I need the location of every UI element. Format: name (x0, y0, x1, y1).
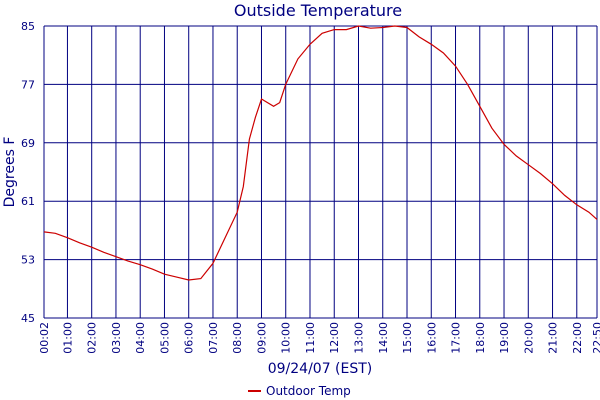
y-tick-label: 61 (21, 195, 35, 208)
x-tick-label: 19:00 (498, 322, 511, 354)
y-axis-ticks: 45 53 61 69 77 85 (21, 20, 35, 325)
y-tick-label: 53 (21, 254, 35, 267)
x-tick-label: 05:00 (158, 322, 171, 354)
x-tick-label: 12:00 (328, 322, 341, 354)
x-tick-label: 06:00 (183, 322, 196, 354)
x-axis-label: 09/24/07 (EST) (268, 361, 373, 377)
x-tick-label: 11:00 (304, 322, 317, 354)
series-line-outdoor-temp (43, 25, 598, 281)
x-tick-label: 22:50 (591, 322, 600, 354)
x-tick-label: 09:00 (255, 322, 268, 354)
y-tick-label: 45 (21, 312, 35, 325)
x-tick-label: 21:00 (547, 322, 560, 354)
y-tick-label: 77 (21, 78, 35, 91)
x-tick-label: 22:00 (571, 322, 584, 354)
x-tick-label: 03:00 (110, 322, 123, 354)
x-tick-label: 08:00 (231, 322, 244, 354)
x-tick-label: 00:02 (38, 322, 51, 354)
x-tick-label: 07:00 (207, 322, 220, 354)
x-tick-label: 02:00 (86, 322, 99, 354)
x-tick-label: 01:00 (61, 322, 74, 354)
x-tick-label: 15:00 (401, 322, 414, 354)
x-tick-label: 10:00 (280, 322, 293, 354)
x-tick-label: 16:00 (425, 322, 438, 354)
legend: Outdoor Temp (248, 384, 351, 398)
x-tick-label: 17:00 (450, 322, 463, 354)
x-axis-ticks: 00:02 01:00 02:00 03:00 04:00 05:00 06:00 07:00… (38, 322, 600, 354)
x-tick-label: 14:00 (377, 322, 390, 354)
y-tick-label: 85 (21, 20, 35, 33)
y-axis-label: Degrees F (2, 137, 18, 208)
y-tick-label: 69 (21, 137, 35, 150)
x-tick-label: 20:00 (522, 322, 535, 354)
x-tick-label: 04:00 (134, 322, 147, 354)
chart-title: Outside Temperature (234, 1, 402, 20)
x-tick-label: 13:00 (352, 322, 365, 354)
grid (43, 25, 598, 319)
legend-label: Outdoor Temp (266, 384, 351, 398)
x-tick-label: 18:00 (474, 322, 487, 354)
